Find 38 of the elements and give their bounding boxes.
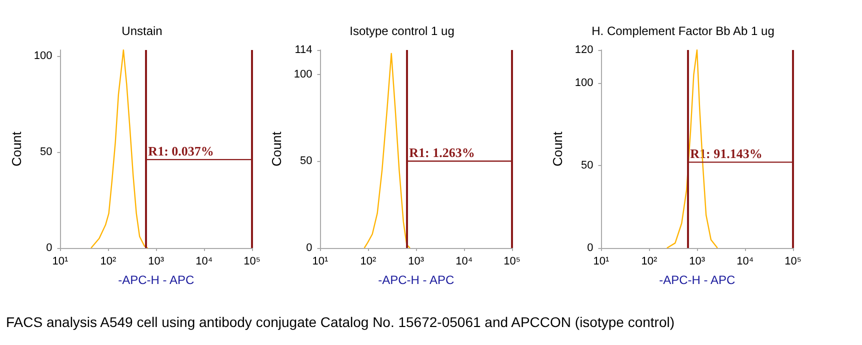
y-tick-label: 100: [294, 68, 312, 80]
x-axis-title: -APC-H - APC: [378, 273, 454, 287]
y-axis-title: Count: [550, 131, 565, 166]
x-tick-label: 10²: [100, 256, 116, 268]
x-tick-label: 10⁵: [784, 256, 802, 268]
x-tick-label: 10²: [641, 256, 658, 268]
x-tick-label: 10⁵: [504, 256, 520, 268]
y-tick-label: 100: [34, 50, 52, 62]
x-tick-label: 10³: [408, 256, 424, 268]
x-tick-label: 10¹: [52, 256, 69, 268]
y-tick-label: 50: [300, 155, 312, 168]
y-tick-label: 50: [581, 160, 594, 172]
x-tick-label: 10¹: [593, 256, 610, 268]
x-tick-label: 10⁴: [736, 256, 754, 268]
chart-title: H. Complement Factor Bb Ab 1 ug: [592, 24, 774, 38]
series-label: R1: 1.263%: [409, 145, 475, 160]
y-tick-label: 0: [587, 242, 594, 254]
x-tick-label: 10¹: [312, 256, 329, 268]
x-tick-label: 10⁵: [244, 256, 260, 268]
chart-title: Unstain: [122, 24, 162, 38]
y-tick-label: 100: [574, 77, 594, 89]
x-axis-title: -APC-H - APC: [659, 273, 736, 287]
chart-title: Isotype control 1 ug: [350, 24, 454, 38]
x-tick-label: 10⁴: [456, 256, 473, 268]
y-tick-label: 0: [46, 242, 52, 254]
y-axis-title: Count: [9, 131, 24, 166]
text: FACS analysis A549 cell using antibody conjugate Catalog No. 15672-05061 and APCCON (isotype control): [6, 314, 675, 330]
x-axis-title: -APC-H - APC: [118, 273, 194, 287]
y-tick-label: 114: [294, 44, 312, 56]
x-tick-label: 10²: [360, 256, 376, 268]
y-tick-label: 50: [40, 146, 52, 158]
y-axis-title: Count: [269, 131, 284, 166]
series-label: R1: 0.037%: [148, 144, 214, 159]
x-tick-label: 10³: [148, 256, 164, 268]
y-tick-label: 120: [574, 44, 594, 56]
x-tick-label: 10⁴: [196, 256, 213, 268]
x-tick-label: 10³: [689, 256, 706, 268]
y-tick-label: 0: [306, 242, 312, 254]
